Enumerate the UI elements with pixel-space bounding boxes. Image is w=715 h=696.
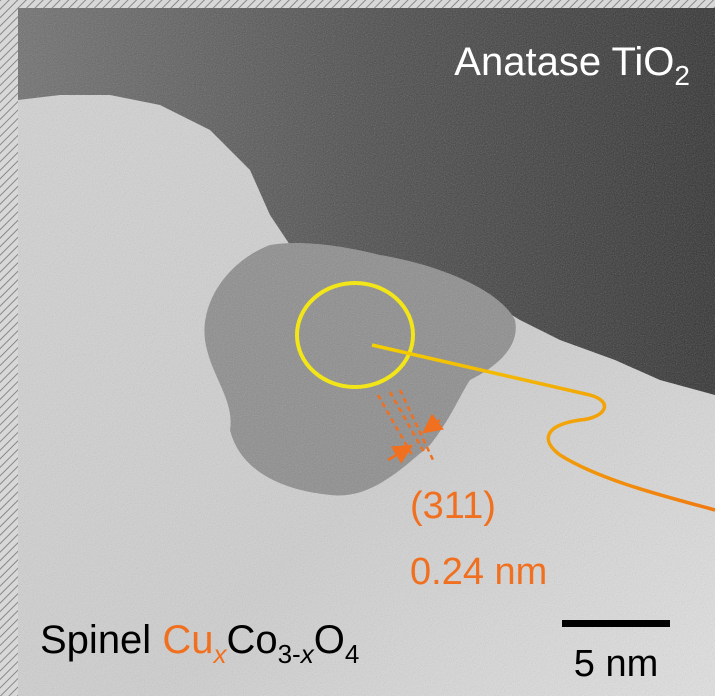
subscript: 4 xyxy=(345,639,359,669)
element: Co xyxy=(226,618,277,662)
subscript: x xyxy=(211,639,227,669)
subscript: 3- xyxy=(278,639,301,669)
scale-label: 5 nm xyxy=(574,643,658,685)
phase-text: Anatase TiO xyxy=(454,40,674,84)
plane-label: (311) xyxy=(410,485,496,527)
element: O xyxy=(314,618,345,662)
phase-label: Anatase TiO2 xyxy=(454,40,690,91)
subscript: x xyxy=(299,639,315,669)
subscript: 2 xyxy=(674,60,690,91)
page: Anatase TiO2 (311) 0.24 nm Spinel CuxCo3… xyxy=(0,0,715,696)
element: Cu xyxy=(162,618,213,662)
noise xyxy=(18,8,715,696)
phase-text: Spinel xyxy=(40,618,162,662)
micrograph: Anatase TiO2 (311) 0.24 nm Spinel CuxCo3… xyxy=(0,0,715,696)
spacing-label: 0.24 nm xyxy=(410,551,547,593)
scale-bar xyxy=(562,620,670,627)
